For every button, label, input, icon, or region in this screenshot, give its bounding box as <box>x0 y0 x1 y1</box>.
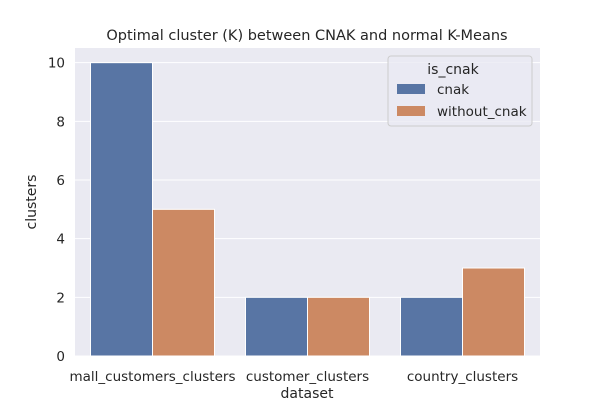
bar-without-cnak-country-clusters <box>462 267 525 357</box>
y-tick-label: 2 <box>56 290 65 306</box>
x-axis-ticks: mall_customers_clusters customer_clusters… <box>70 369 519 385</box>
y-tick-label: 0 <box>56 349 65 365</box>
bar-without-cnak-customer-clusters <box>307 296 370 357</box>
legend-swatch-without-cnak <box>397 106 425 116</box>
y-tick-label: 8 <box>56 114 65 130</box>
bar-cnak-mall-customers-clusters <box>90 62 153 357</box>
x-axis-label: dataset <box>281 386 334 400</box>
legend-swatch-cnak <box>397 84 425 94</box>
y-axis-ticks: 0 2 4 6 8 10 <box>48 56 65 365</box>
bar-cnak-customer-clusters <box>245 296 308 357</box>
y-axis-label: clusters <box>24 175 40 230</box>
y-tick-label: 4 <box>56 232 65 248</box>
legend-title: is_cnak <box>427 62 479 78</box>
y-tick-label: 6 <box>56 173 65 189</box>
legend: is_cnak cnak without_cnak <box>387 55 533 127</box>
y-tick-label: 10 <box>48 56 65 72</box>
legend-label-without-cnak: without_cnak <box>437 104 527 120</box>
bar-without-cnak-mall-customers-clusters <box>152 208 215 357</box>
chart-title: Optimal cluster (K) between CNAK and nor… <box>106 28 507 44</box>
x-tick-label: mall_customers_clusters <box>70 369 236 385</box>
x-tick-label: customer_clusters <box>246 369 369 385</box>
bar-cnak-country-clusters <box>400 296 463 357</box>
x-tick-label: country_clusters <box>407 369 518 385</box>
bars <box>90 62 525 357</box>
legend-label-cnak: cnak <box>437 82 469 98</box>
